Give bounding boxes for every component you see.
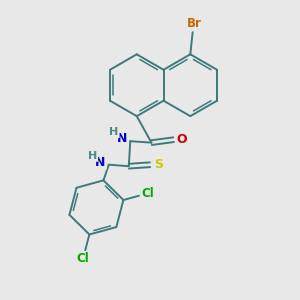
Text: Br: Br	[187, 17, 202, 30]
Text: H: H	[110, 127, 119, 137]
Text: S: S	[154, 158, 163, 171]
Text: H: H	[88, 151, 97, 161]
Text: Cl: Cl	[77, 252, 89, 265]
Text: N: N	[95, 156, 106, 169]
Text: Cl: Cl	[141, 187, 154, 200]
Text: N: N	[117, 132, 127, 145]
Text: O: O	[176, 133, 187, 146]
